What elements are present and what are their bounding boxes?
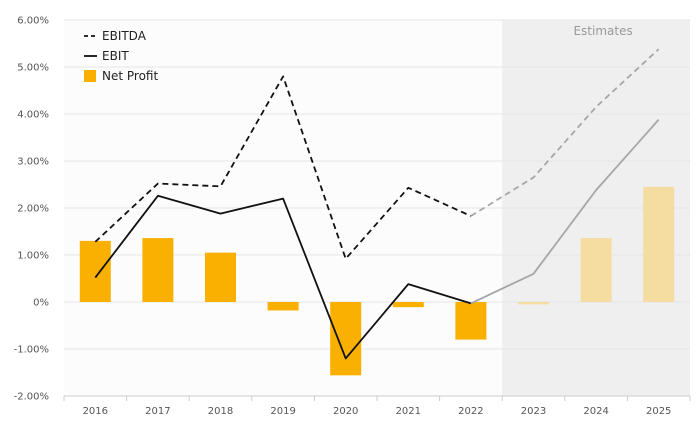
- ebit-line-actual: [94, 194, 472, 360]
- x-tick-label: 2018: [208, 406, 233, 417]
- net-profit-bar: [330, 302, 362, 376]
- y-tick-label: -2.00%: [14, 392, 49, 403]
- net-profit-bar: [267, 302, 299, 311]
- estimates-label: Estimates: [573, 24, 632, 38]
- y-tick-label: 6.00%: [17, 16, 49, 27]
- net-profit-bar: [79, 240, 111, 302]
- x-tick-label: 2024: [583, 406, 608, 417]
- legend-label: Net Profit: [102, 69, 158, 83]
- y-tick-label: 4.00%: [17, 110, 49, 121]
- net-profit-bar: [205, 252, 236, 302]
- y-tick-label: 0%: [33, 298, 49, 309]
- net-profit-bar: [518, 302, 549, 305]
- net-profit-bar: [455, 302, 487, 340]
- y-tick-label: 5.00%: [17, 63, 49, 74]
- x-tick-label: 2019: [270, 406, 295, 417]
- x-tick-label: 2025: [646, 406, 671, 417]
- net-profit-bar: [392, 302, 424, 308]
- y-tick-label: 2.00%: [17, 204, 49, 215]
- y-tick-label: 3.00%: [17, 157, 49, 168]
- x-tick-label: 2016: [83, 406, 108, 417]
- ebit-line-estimate: [470, 119, 660, 305]
- x-tick-label: 2023: [521, 406, 546, 417]
- legend-label: EBIT: [102, 49, 129, 63]
- ebitda-line-estimate: [470, 48, 660, 217]
- legend-label: EBITDA: [102, 29, 147, 43]
- x-tick-label: 2017: [145, 406, 170, 417]
- y-tick-label: 1.00%: [17, 251, 49, 262]
- net-profit-bar: [142, 238, 174, 302]
- x-tick-label: 2020: [333, 406, 358, 417]
- x-tick-label: 2022: [458, 406, 483, 417]
- net-profit-bar: [580, 238, 612, 302]
- x-tick-label: 2021: [396, 406, 421, 417]
- net-profit-bar: [643, 186, 675, 302]
- legend-swatch-bar: [84, 70, 96, 82]
- y-tick-label: -1.00%: [14, 345, 49, 356]
- ebitda-line-actual: [94, 75, 472, 260]
